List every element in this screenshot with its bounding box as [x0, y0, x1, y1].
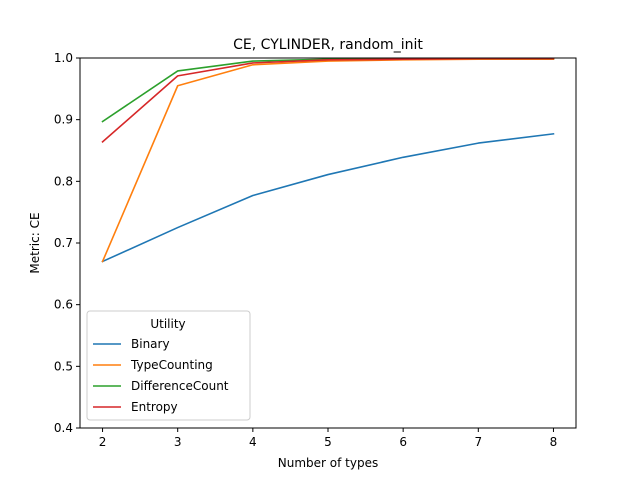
y-tick-label: 0.6 [54, 298, 73, 312]
y-tick-label: 0.7 [54, 236, 73, 250]
x-tick-label: 7 [474, 435, 482, 449]
y-tick-label: 0.8 [54, 174, 73, 188]
x-tick-label: 8 [550, 435, 558, 449]
legend-label-entropy: Entropy [131, 400, 178, 414]
y-tick-label: 0.4 [54, 421, 73, 435]
x-tick-label: 4 [249, 435, 257, 449]
x-tick-label: 2 [99, 435, 107, 449]
x-axis-label: Number of types [278, 456, 378, 470]
x-tick-label: 3 [174, 435, 182, 449]
legend-label-typecounting: TypeCounting [130, 358, 213, 372]
legend-title: Utility [150, 317, 185, 331]
y-axis: 0.4 0.5 0.6 0.7 0.8 0.9 1.0 [54, 51, 80, 435]
series-line-binary [101, 132, 555, 263]
legend: Utility Binary TypeCounting DifferenceCoun… [86, 310, 251, 421]
legend-label-binary: Binary [131, 337, 170, 351]
chart-title: CE, CYLINDER, random_init [233, 37, 423, 53]
y-tick-label: 0.5 [54, 359, 73, 373]
y-tick-label: 1.0 [54, 51, 73, 65]
x-axis: 2 3 4 5 6 7 8 [99, 428, 558, 449]
x-tick-label: 6 [399, 435, 407, 449]
y-axis-label: Metric: CE [28, 212, 42, 273]
series-line-entropy [101, 57, 555, 143]
legend-box [86, 310, 251, 421]
series-layer [101, 57, 555, 263]
series-line-differencecount [101, 57, 555, 123]
legend-label-differencecount: DifferenceCount [131, 379, 229, 393]
y-tick-label: 0.9 [54, 113, 73, 127]
x-tick-label: 5 [324, 435, 332, 449]
